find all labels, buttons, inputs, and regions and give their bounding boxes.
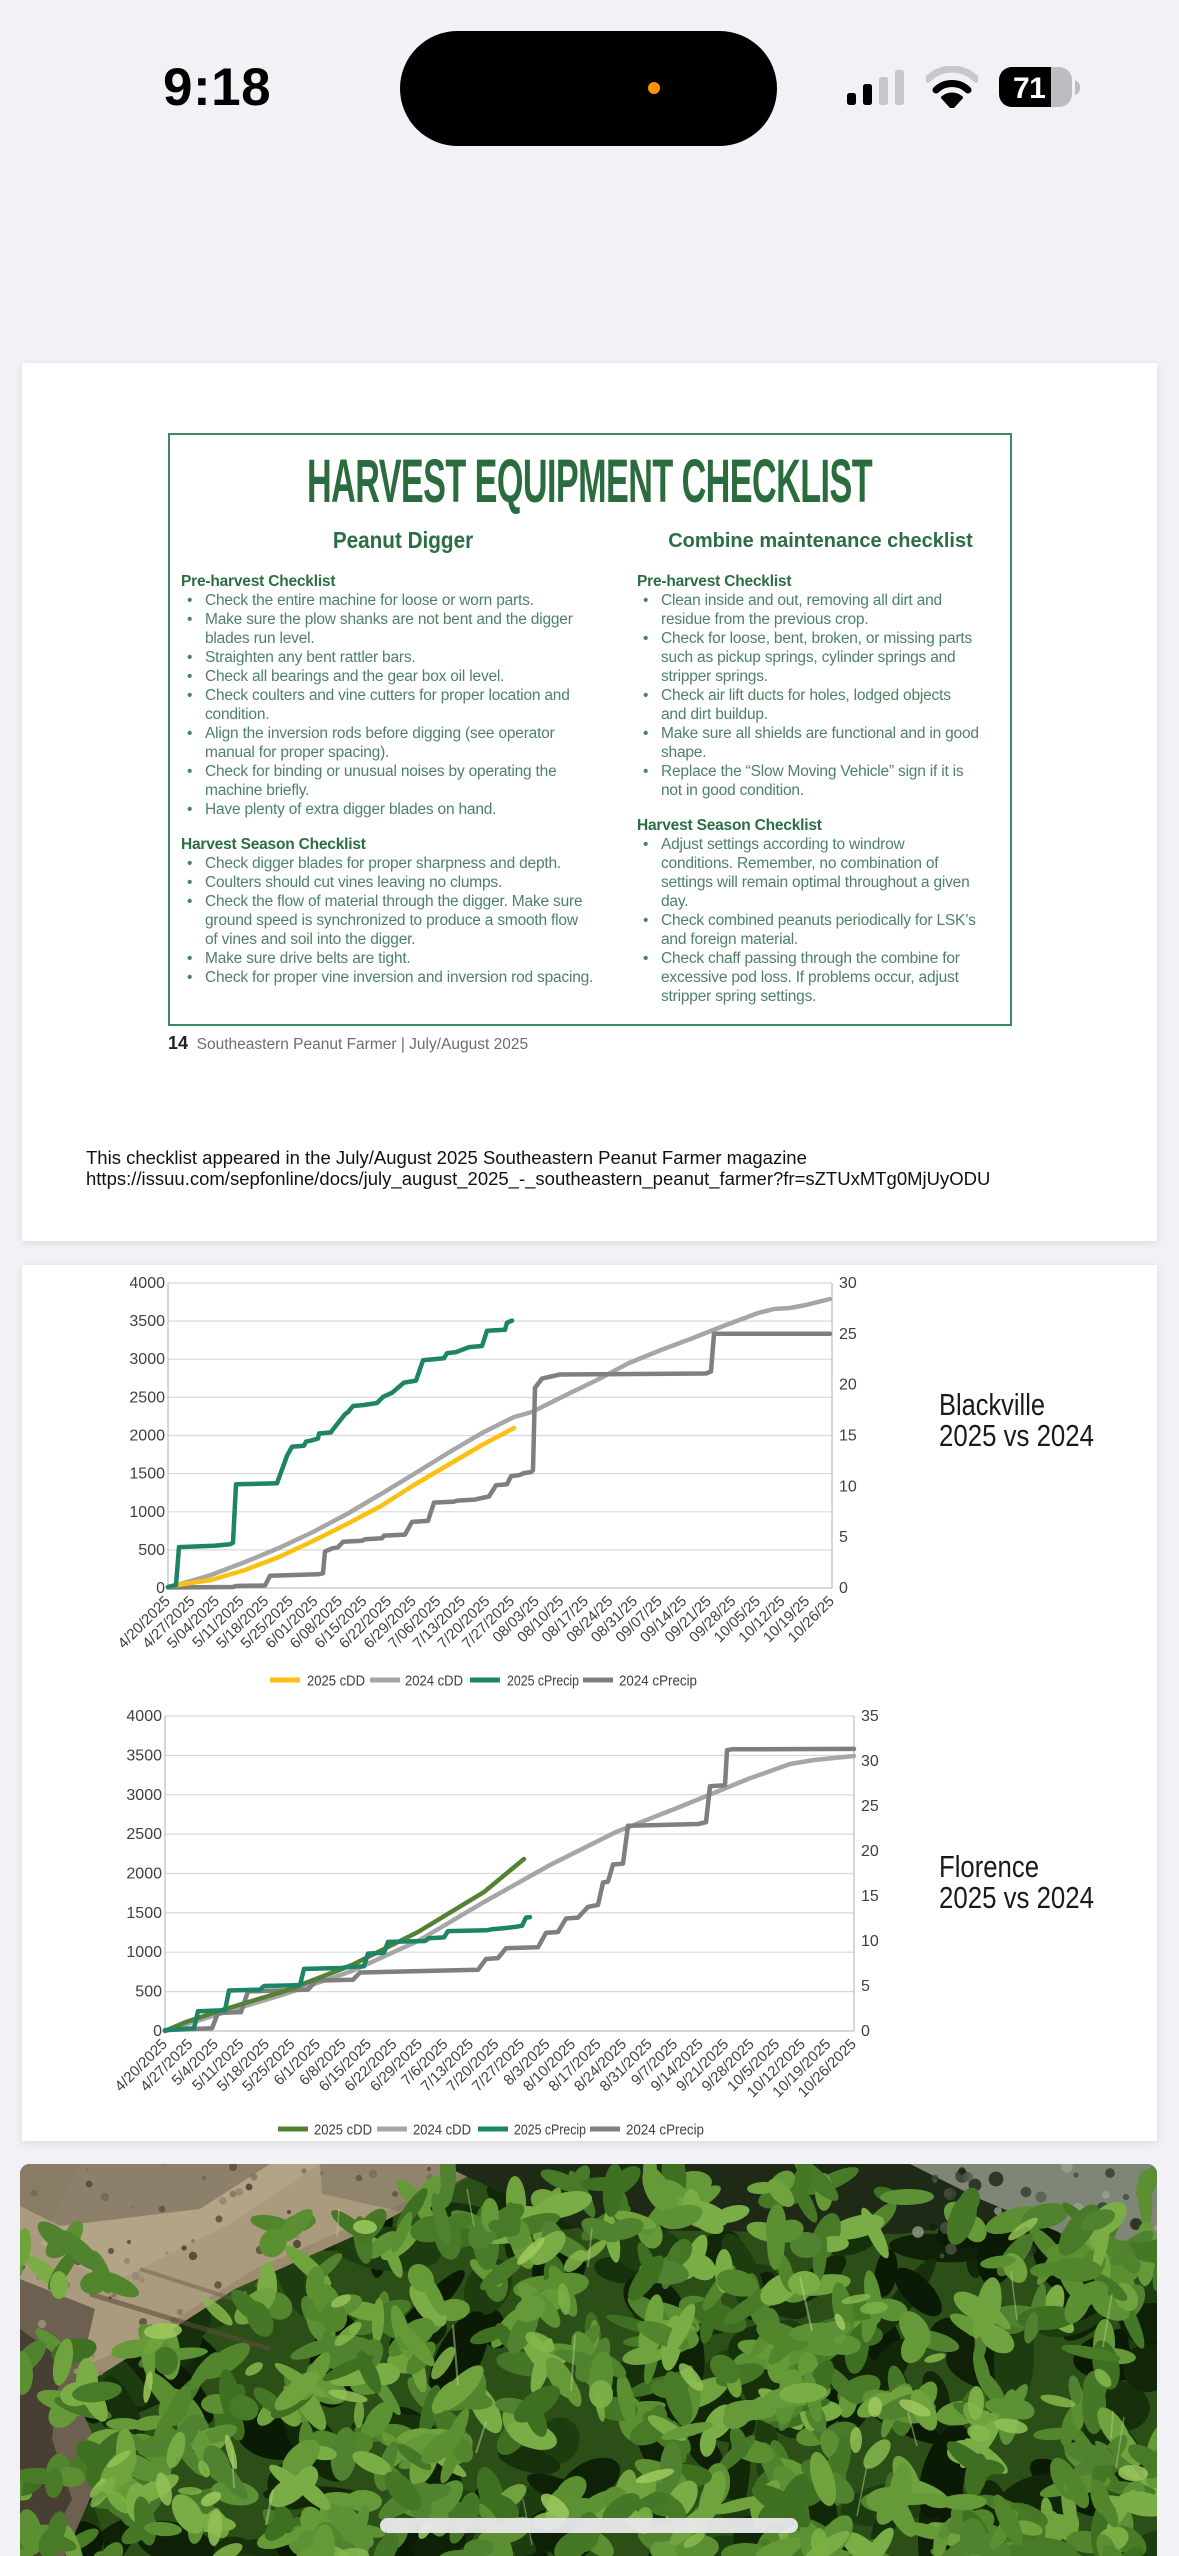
svg-text:10: 10 [861,1933,879,1950]
svg-text:0: 0 [861,2023,870,2040]
svg-text:Blackville: Blackville [939,1387,1045,1422]
svg-text:5: 5 [839,1529,848,1546]
svg-text:15: 15 [861,1888,879,1905]
svg-text:2024 cPrecip: 2024 cPrecip [626,2122,704,2139]
svg-text:20: 20 [839,1377,857,1394]
svg-text:20: 20 [861,1843,879,1860]
svg-text:1000: 1000 [126,1944,162,1961]
svg-text:30: 30 [839,1275,857,1292]
svg-text:2025 cPrecip: 2025 cPrecip [507,1673,579,1690]
svg-text:2500: 2500 [129,1389,165,1406]
svg-text:1500: 1500 [129,1466,165,1483]
svg-text:2025 cDD: 2025 cDD [307,1673,365,1690]
svg-text:35: 35 [861,1708,879,1725]
svg-text:1000: 1000 [129,1504,165,1521]
svg-text:2025 vs 2024: 2025 vs 2024 [939,1418,1094,1453]
svg-text:2025 cDD: 2025 cDD [314,2122,372,2139]
svg-text:500: 500 [138,1542,165,1559]
svg-text:30: 30 [861,1753,879,1770]
svg-text:15: 15 [839,1428,857,1445]
svg-text:3000: 3000 [126,1787,162,1804]
svg-text:2000: 2000 [129,1428,165,1445]
svg-text:500: 500 [135,1984,162,2001]
svg-text:0: 0 [153,2023,162,2040]
svg-text:4000: 4000 [126,1708,162,1725]
svg-text:2024 cPrecip: 2024 cPrecip [619,1673,697,1690]
svg-text:1500: 1500 [126,1905,162,1922]
svg-text:2024 cDD: 2024 cDD [405,1673,463,1690]
svg-text:5: 5 [861,1978,870,1995]
svg-text:3500: 3500 [126,1747,162,1764]
svg-text:25: 25 [861,1798,879,1815]
svg-text:Florence: Florence [939,1849,1039,1884]
svg-text:2025 cPrecip: 2025 cPrecip [514,2122,586,2139]
svg-text:0: 0 [839,1580,848,1597]
svg-text:4000: 4000 [129,1275,165,1292]
svg-text:3500: 3500 [129,1313,165,1330]
svg-text:2500: 2500 [126,1826,162,1843]
svg-text:3000: 3000 [129,1351,165,1368]
svg-text:0: 0 [156,1580,165,1597]
svg-text:25: 25 [839,1326,857,1343]
svg-text:10: 10 [839,1478,857,1495]
svg-text:2025 vs 2024: 2025 vs 2024 [939,1880,1094,1915]
svg-text:2000: 2000 [126,1866,162,1883]
svg-text:2024 cDD: 2024 cDD [413,2122,471,2139]
